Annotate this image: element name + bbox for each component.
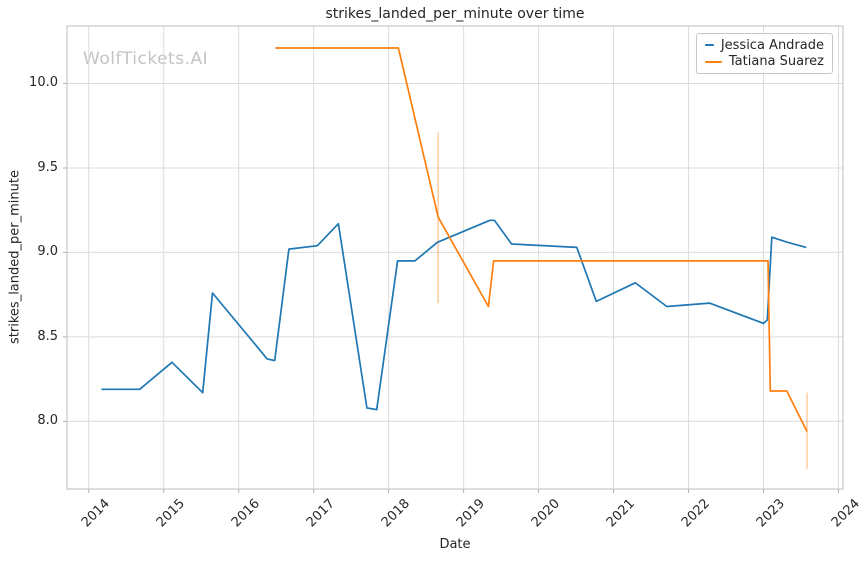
legend-item-jessica-andrade: Jessica Andrade: [705, 38, 824, 53]
y-tick-label-8.0: 8.0: [37, 413, 58, 429]
plot-border: [66, 25, 844, 490]
y-tick-label-9.5: 9.5: [37, 159, 58, 175]
y-axis-label: strikes_landed_per_minute: [7, 170, 23, 344]
x-axis-label: Date: [439, 537, 471, 552]
legend-item-tatiana-suarez: Tatiana Suarez: [705, 54, 824, 69]
legend: Jessica Andrade Tatiana Suarez: [696, 33, 833, 74]
series-line-jessica-andrade: [101, 219, 807, 411]
legend-label-jessica-andrade: Jessica Andrade: [720, 37, 824, 53]
y-tick-label-10.0: 10.0: [29, 75, 58, 91]
watermark: WolfTickets.AI: [83, 49, 209, 69]
y-tick-label-9.0: 9.0: [37, 244, 58, 260]
series-line-tatiana-suarez: [275, 47, 808, 432]
chart-title: strikes_landed_per_minute over time: [325, 6, 585, 22]
legend-line-swatch-tatiana-suarez: [705, 60, 722, 63]
legend-label-tatiana-suarez: Tatiana Suarez: [728, 54, 824, 70]
y-tick-label-8.5: 8.5: [37, 328, 58, 344]
legend-line-swatch-jessica-andrade: [705, 44, 714, 47]
